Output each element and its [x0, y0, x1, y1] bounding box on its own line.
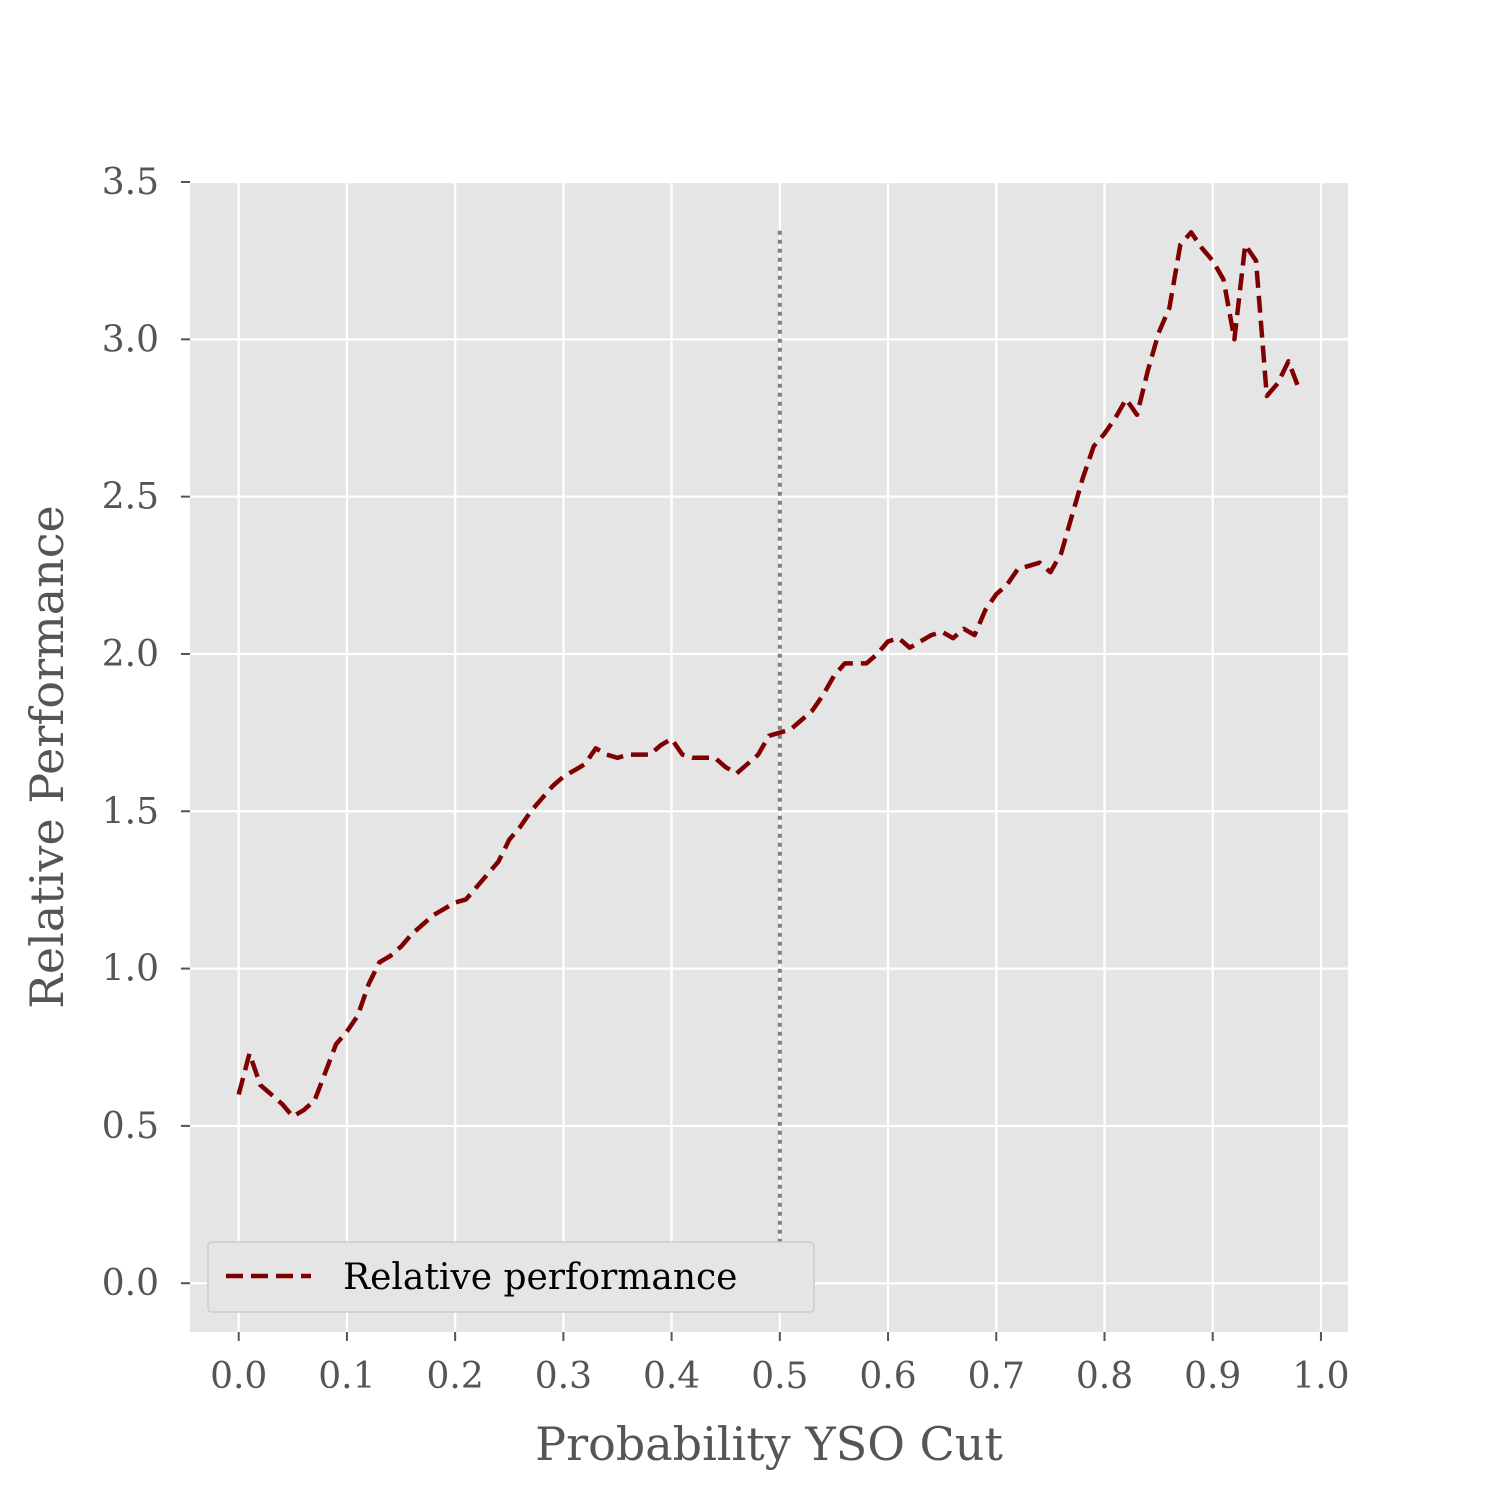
legend-label: Relative performance	[343, 1257, 737, 1298]
legend-box	[207, 1241, 815, 1313]
x-tick-label: 0.8	[1076, 1356, 1133, 1397]
x-tick-label: 0.5	[751, 1356, 808, 1397]
x-tick-label: 1.0	[1292, 1356, 1349, 1397]
x-tick-label: 0.3	[535, 1356, 592, 1397]
x-tick-label: 0.6	[859, 1356, 916, 1397]
x-tick-label: 0.0	[210, 1356, 267, 1397]
x-tick-label: 0.7	[968, 1356, 1025, 1397]
x-axis: 0.0 0.1 0.2 0.3 0.4 0.5 0.6 0.7 0.8 0.9 1.0	[210, 1332, 1350, 1397]
plot-background	[190, 182, 1348, 1332]
y-tick-label: 3.0	[102, 319, 159, 360]
series-layer	[236, 230, 1302, 1119]
y-tick-label: 3.5	[102, 162, 159, 203]
y-tick-label: 0.5	[102, 1106, 159, 1147]
y-tick-label: 1.5	[102, 791, 159, 832]
y-axis-label: Relative Performance	[20, 505, 74, 1008]
x-tick-label: 0.2	[427, 1356, 484, 1397]
y-tick-label: 2.5	[102, 477, 159, 518]
series-line	[236, 230, 1302, 1119]
x-tick-label: 0.4	[643, 1356, 700, 1397]
y-tick-label: 2.0	[102, 634, 159, 675]
y-tick-label: 0.0	[102, 1263, 159, 1304]
legend: Relative performance	[207, 1241, 815, 1313]
x-axis-label: Probability YSO Cut	[535, 1417, 1003, 1471]
y-axis: 0.0 0.5 1.0 1.5 2.0 2.5 3.0 3.5	[102, 162, 190, 1304]
x-tick-label: 0.1	[318, 1356, 375, 1397]
y-tick-label: 1.0	[102, 949, 159, 990]
x-tick-label: 0.9	[1184, 1356, 1241, 1397]
